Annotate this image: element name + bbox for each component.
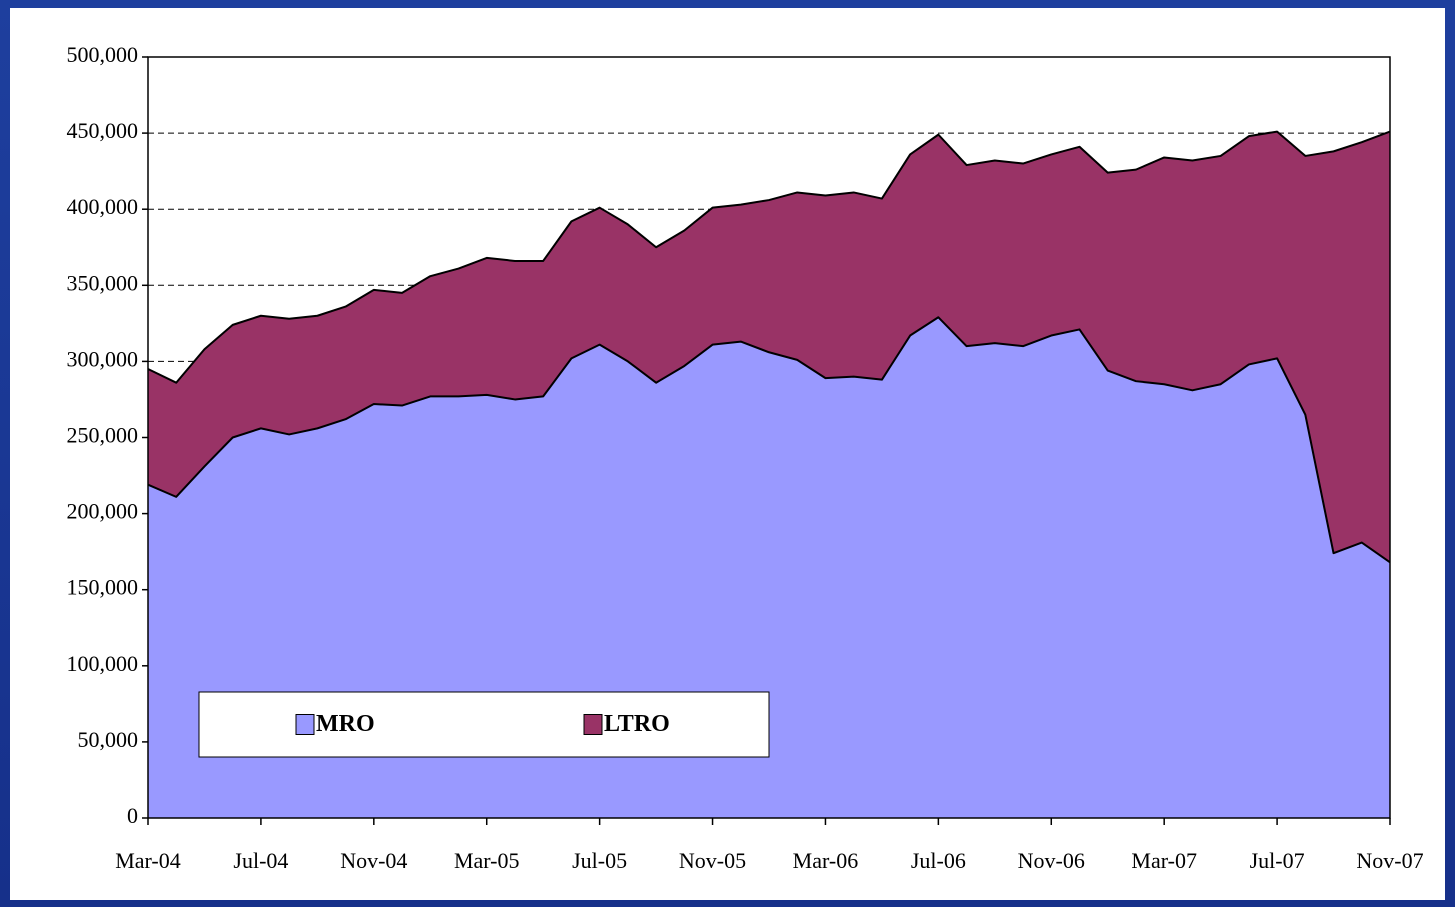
y-tick-label: 350,000 <box>67 270 139 295</box>
y-tick-label: 150,000 <box>67 575 139 600</box>
x-tick-label: Mar-05 <box>454 848 520 873</box>
y-tick-label: 250,000 <box>67 423 139 448</box>
legend-box <box>198 691 770 758</box>
x-tick-label: Mar-04 <box>115 848 181 873</box>
x-tick-label: Jul-05 <box>572 848 627 873</box>
y-tick-label: 500,000 <box>67 42 139 67</box>
x-tick-label: Jul-04 <box>233 848 288 873</box>
legend-swatch <box>295 714 315 735</box>
x-tick-label: Nov-05 <box>679 848 746 873</box>
area-edge <box>147 130 1391 384</box>
area <box>148 131 1390 563</box>
legend-swatch <box>583 714 603 735</box>
x-tick-label: Jul-07 <box>1250 848 1305 873</box>
x-tick-label: Mar-06 <box>793 848 859 873</box>
y-tick-label: 0 <box>127 803 138 828</box>
y-tick-label: 400,000 <box>67 194 139 219</box>
legend-label: MRO <box>316 711 375 737</box>
area-edge <box>147 316 1391 564</box>
y-tick-label: 450,000 <box>67 118 139 143</box>
x-tick-label: Mar-07 <box>1131 848 1197 873</box>
x-tick-label: Nov-04 <box>340 848 407 873</box>
legend-label: LTRO <box>604 711 670 737</box>
x-tick-label: Nov-06 <box>1018 848 1085 873</box>
x-tick-label: Nov-07 <box>1356 848 1423 873</box>
y-tick-label: 100,000 <box>67 651 139 676</box>
y-tick-label: 50,000 <box>78 727 139 752</box>
y-tick-label: 200,000 <box>67 499 139 524</box>
y-tick-label: 300,000 <box>67 346 139 371</box>
x-tick-label: Jul-06 <box>911 848 966 873</box>
